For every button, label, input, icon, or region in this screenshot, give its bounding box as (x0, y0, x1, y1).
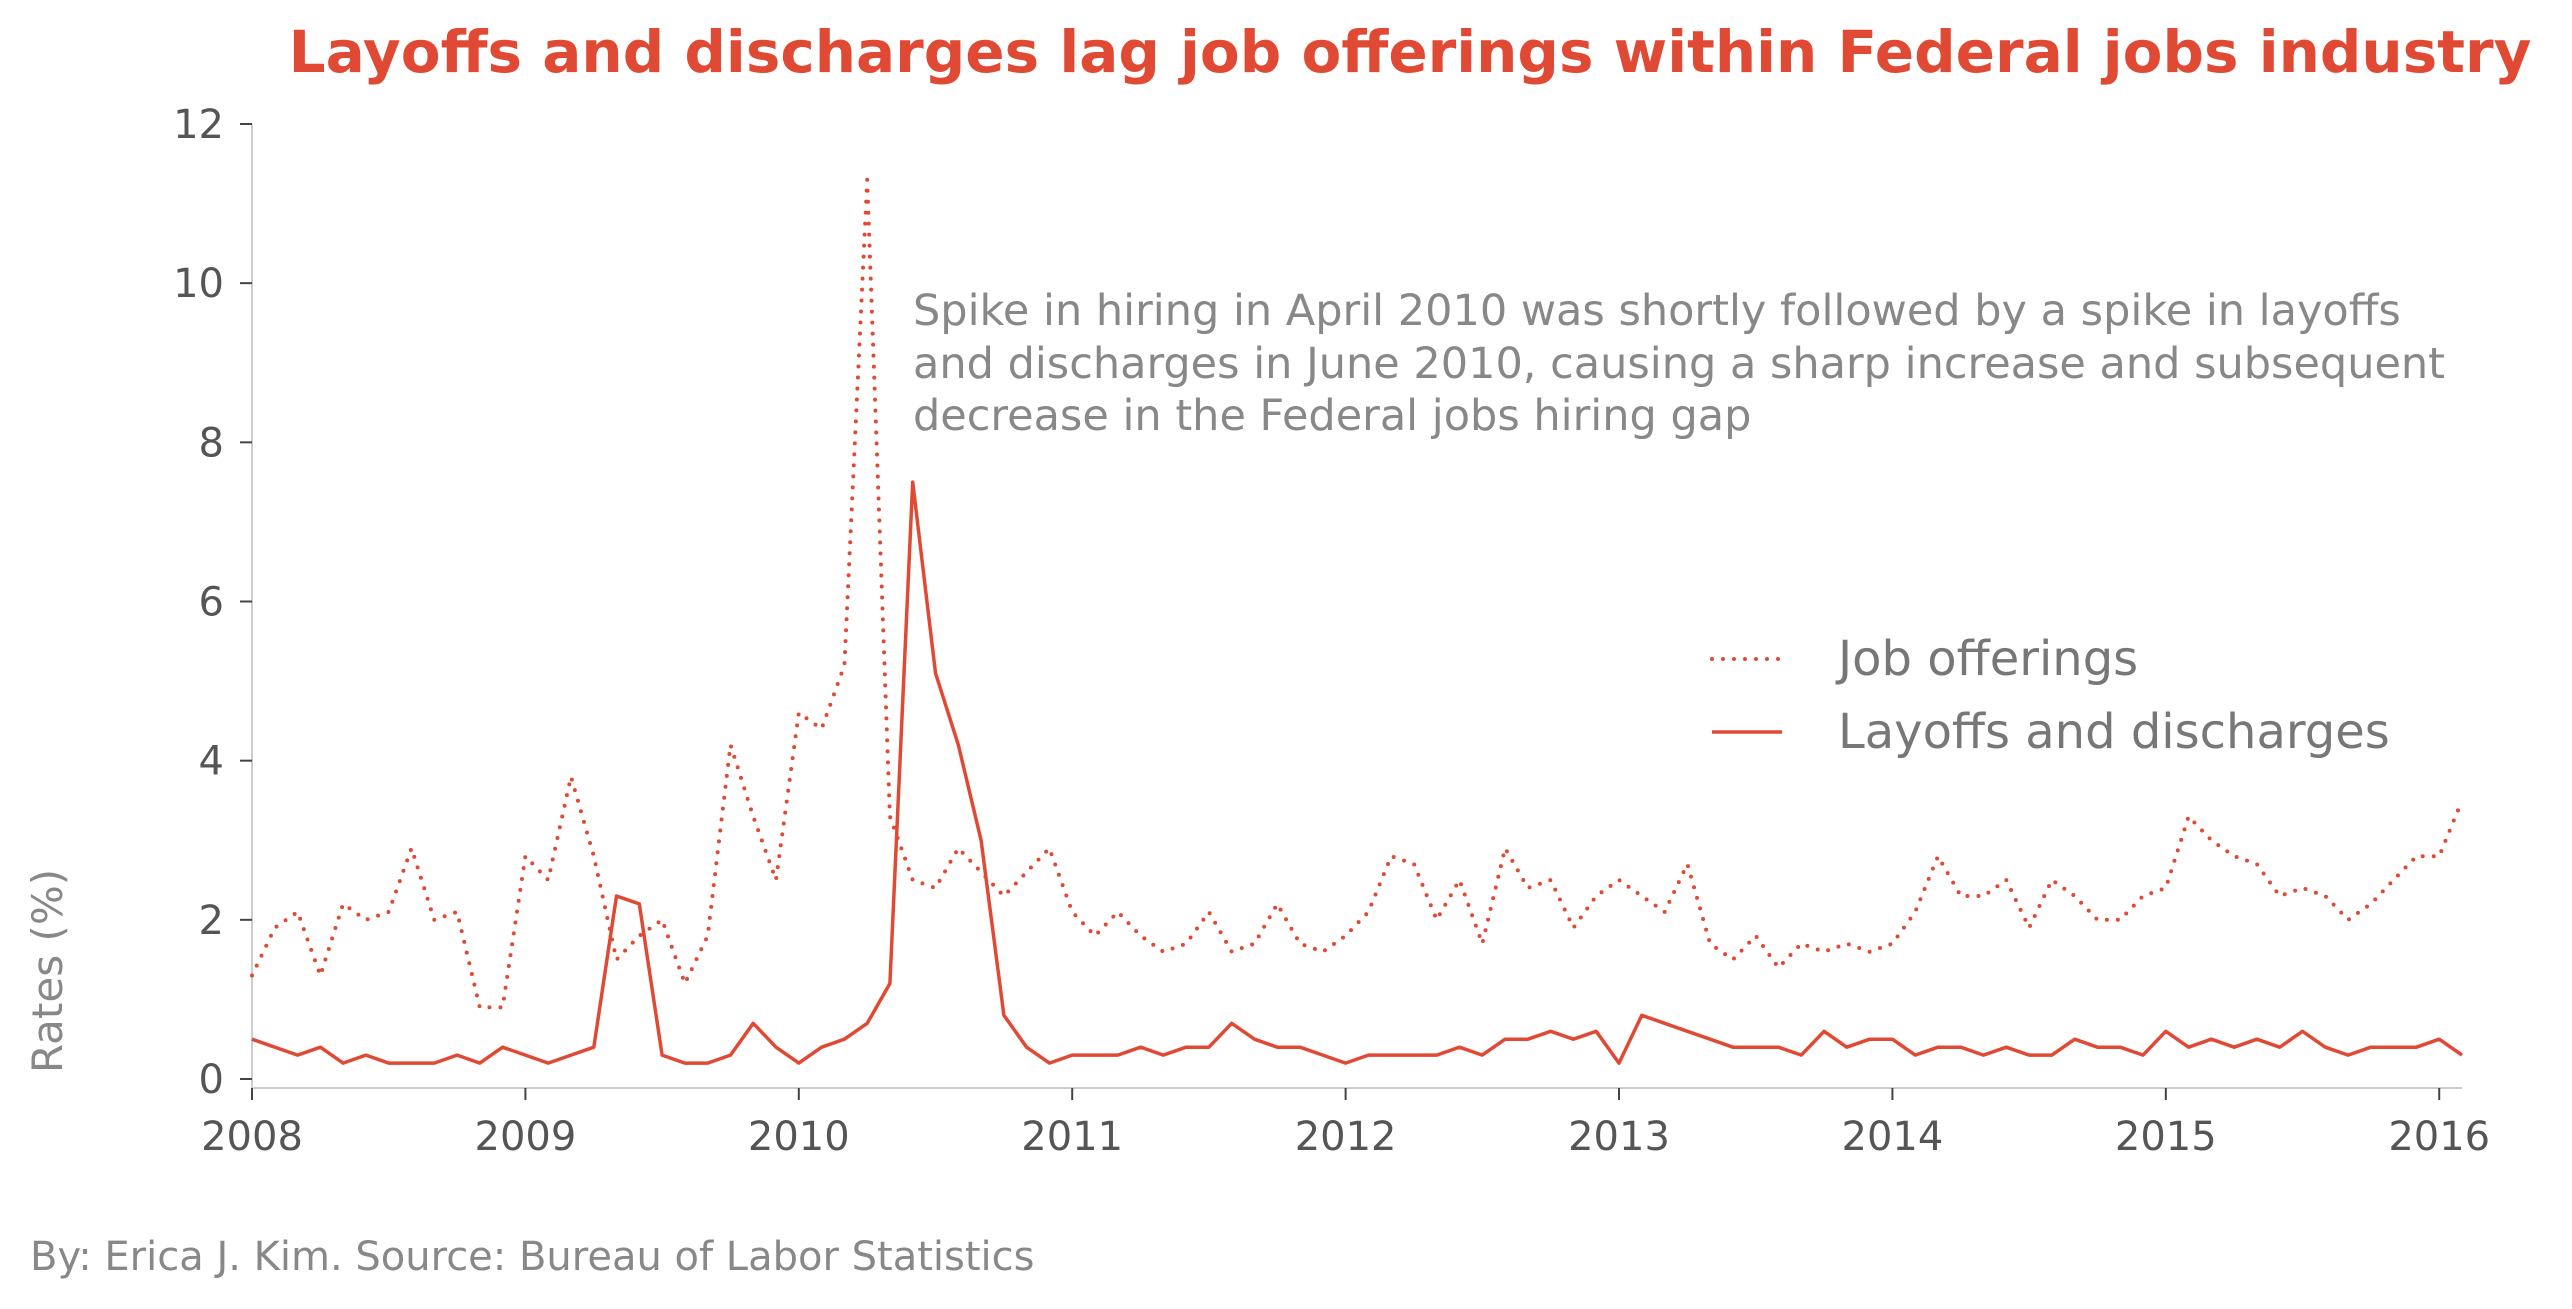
annotation-line-2: and discharges in June 2010, causing a s… (913, 339, 2445, 389)
x-tick-label: 2010 (748, 1114, 850, 1160)
x-tick-label: 2012 (1295, 1114, 1397, 1160)
x-tick-label: 2008 (201, 1114, 303, 1160)
series-layer (250, 177, 2464, 1065)
y-tick-label: 8 (199, 420, 224, 466)
x-tick-label: 2013 (1568, 1114, 1670, 1160)
y-tick-label: 2 (199, 898, 224, 944)
chart-title: Layoffs and discharges lag job offerings… (289, 18, 2532, 86)
x-tick-label: 2011 (1021, 1114, 1123, 1160)
series-line-layoffs (251, 480, 2464, 1065)
x-tick-label: 2016 (2388, 1114, 2490, 1160)
x-tick-label: 2015 (2115, 1114, 2217, 1160)
credit-text: By: Erica J. Kim. Source: Bureau of Labo… (30, 1234, 1034, 1280)
y-tick-label: 0 (199, 1057, 224, 1103)
y-tick-label: 10 (173, 261, 224, 307)
legend: Job offerings Layoffs and discharges (1710, 631, 2390, 760)
x-tick-label: 2014 (1842, 1114, 1944, 1160)
y-tick-label: 6 (199, 580, 224, 626)
legend-label-job-offerings: Job offerings (1835, 631, 2138, 687)
y-tick-label: 12 (173, 102, 224, 148)
x-axis: 2008 2009 2010 2011 2012 2013 2014 2015 2016 (201, 1087, 2490, 1160)
annotation: Spike in hiring in April 2010 was shortl… (913, 286, 2445, 441)
x-tick-label: 2009 (475, 1114, 577, 1160)
y-axis-label: Rates (%) (23, 869, 72, 1073)
legend-label-layoffs: Layoffs and discharges (1838, 704, 2390, 760)
annotation-line-3: decrease in the Federal jobs hiring gap (913, 391, 1751, 441)
y-tick-label: 4 (199, 739, 224, 785)
annotation-line-1: Spike in hiring in April 2010 was shortl… (913, 286, 2401, 336)
y-axis: 0 2 4 6 8 10 12 (173, 102, 253, 1103)
